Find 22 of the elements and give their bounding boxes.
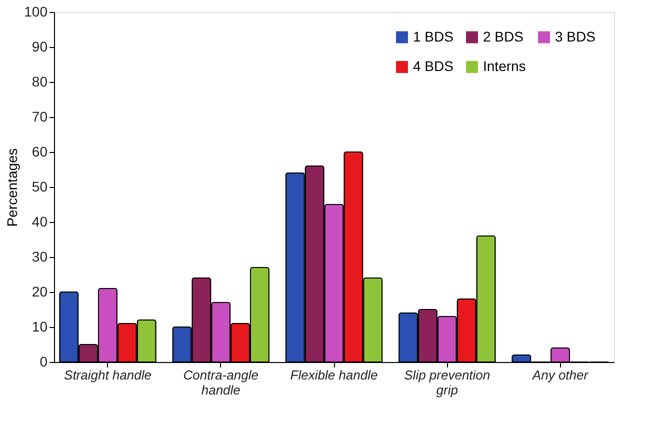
legend-label: Interns (483, 58, 526, 74)
y-tick-label: 90 (32, 38, 48, 54)
y-tick-label: 40 (32, 214, 48, 230)
x-tick-label: Any other (531, 368, 589, 382)
y-tick-label: 50 (32, 178, 48, 194)
legend-label: 3 BDS (555, 28, 596, 44)
legend-label: 4 BDS (413, 58, 454, 74)
y-tick-label: 20 (32, 284, 48, 300)
legend-label: 2 BDS (483, 28, 524, 44)
y-tick-label: 10 (32, 318, 48, 334)
y-axis-title: Percentages (4, 148, 20, 227)
y-tick-label: 60 (32, 144, 48, 160)
y-tick-label: 80 (32, 74, 48, 90)
x-tick-label: Slip prevention grip (404, 368, 490, 398)
x-tick-label: Straight handle (64, 368, 152, 382)
x-tick-label: Contra-angle handle (183, 368, 258, 398)
y-tick-label: 100 (24, 4, 48, 20)
x-tick-label: Flexible handle (290, 368, 378, 382)
y-tick-label: 30 (32, 248, 48, 264)
legend-label: 1 BDS (413, 28, 454, 44)
y-tick-label: 70 (32, 108, 48, 124)
y-tick-label: 0 (40, 354, 48, 370)
